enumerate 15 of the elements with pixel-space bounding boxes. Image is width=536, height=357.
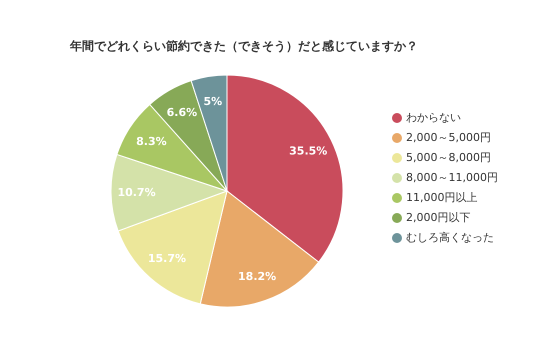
data-label: 35.5% bbox=[289, 144, 328, 158]
legend-label: 2,000円以下 bbox=[406, 211, 471, 224]
legend-label: むしろ高くなった bbox=[406, 231, 494, 244]
legend-label: わからない bbox=[406, 111, 462, 124]
legend-label: 2,000～5,000円 bbox=[406, 131, 491, 144]
data-label: 5% bbox=[204, 95, 222, 108]
data-label: 6.6% bbox=[166, 106, 198, 120]
legend-label: 11,000円以上 bbox=[406, 191, 478, 204]
chart-title: 年間でどれくらい節約できた（できそう）だと感じていますか？ bbox=[70, 38, 418, 55]
data-label: 18.2% bbox=[238, 270, 276, 283]
data-label: 15.7% bbox=[148, 252, 186, 266]
legend-label: 5,000～8,000円 bbox=[406, 151, 491, 164]
data-label: 10.7% bbox=[117, 186, 156, 199]
legend-label: 8,000～11,000円 bbox=[406, 171, 498, 184]
data-label: 8.3% bbox=[136, 134, 167, 148]
